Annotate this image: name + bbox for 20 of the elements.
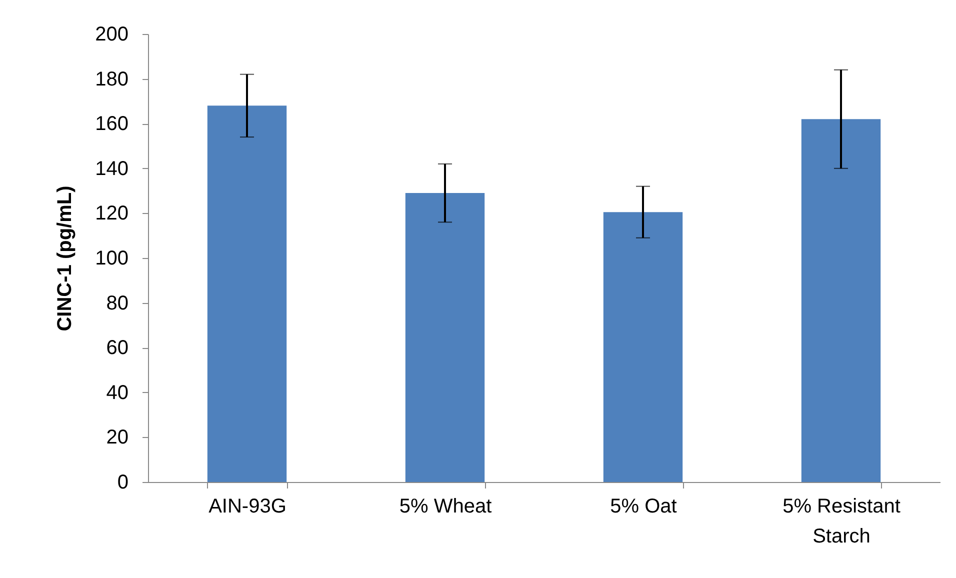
- y-tick-label: 200: [95, 24, 128, 46]
- y-tick-label: 100: [95, 248, 128, 270]
- y-tick-label: 60: [106, 337, 128, 360]
- y-tick-label: 140: [95, 158, 128, 180]
- y-tick-label: 180: [95, 68, 128, 90]
- y-axis-title: CINC-1 (pg/mL): [54, 186, 76, 332]
- y-tick-label: 40: [106, 382, 128, 404]
- y-tick-label: 160: [95, 113, 128, 136]
- x-tick-label: 5% Oat: [610, 496, 678, 518]
- y-tick-label: 20: [106, 426, 128, 449]
- x-tick-label: AIN-93G: [208, 496, 286, 518]
- bar: [405, 193, 485, 482]
- y-tick-label: 80: [106, 292, 128, 314]
- y-tick-label: 120: [95, 202, 128, 225]
- bar: [801, 119, 881, 482]
- x-tick-label: 5% Resistant Starch: [782, 496, 901, 548]
- bar: [603, 212, 683, 482]
- x-tick-label: 5% Wheat: [399, 496, 492, 518]
- y-tick-label: 0: [117, 472, 128, 494]
- bar: [207, 106, 287, 482]
